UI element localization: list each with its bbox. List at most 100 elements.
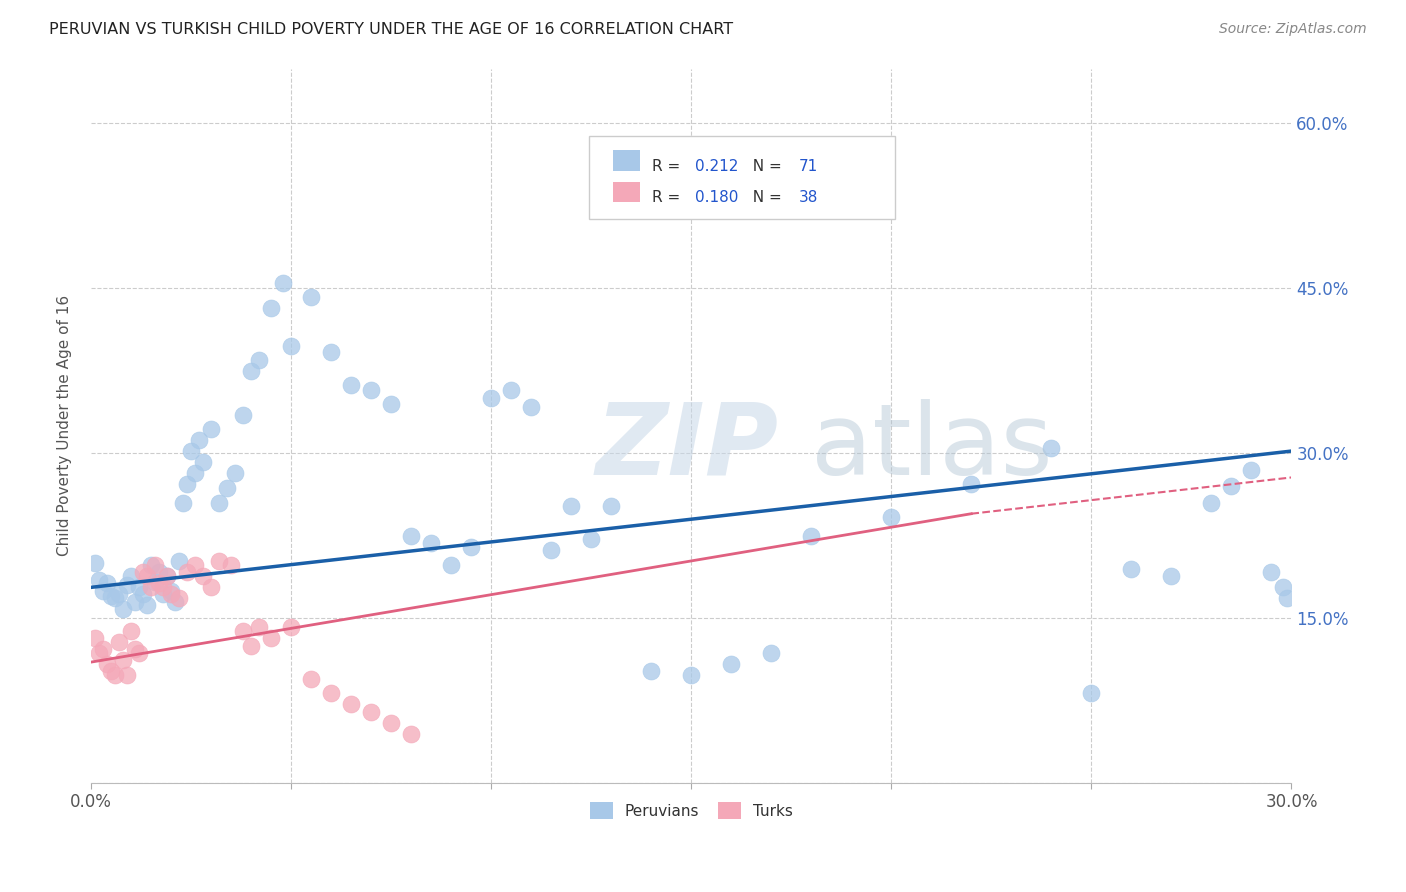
Point <box>96 576 118 591</box>
Point <box>100 589 122 603</box>
Point <box>1277 591 1299 606</box>
Point <box>880 510 903 524</box>
Point <box>579 532 602 546</box>
Point <box>111 602 134 616</box>
Point <box>156 569 179 583</box>
Point <box>960 477 983 491</box>
Point <box>180 444 202 458</box>
Point <box>200 580 222 594</box>
Point <box>156 569 179 583</box>
Point <box>128 646 150 660</box>
Point <box>1160 569 1182 583</box>
Point <box>120 569 142 583</box>
Point <box>163 595 186 609</box>
Point <box>84 631 107 645</box>
Point <box>143 574 166 589</box>
Point <box>501 383 523 397</box>
Point <box>91 583 114 598</box>
Point <box>460 540 482 554</box>
Point <box>87 646 110 660</box>
Text: Source: ZipAtlas.com: Source: ZipAtlas.com <box>1219 22 1367 37</box>
Point <box>91 642 114 657</box>
Legend: Peruvians, Turks: Peruvians, Turks <box>583 796 799 825</box>
FancyBboxPatch shape <box>589 136 896 219</box>
Point <box>184 558 207 573</box>
Point <box>124 642 146 657</box>
Point <box>1220 479 1243 493</box>
Point <box>87 573 110 587</box>
Point <box>100 664 122 678</box>
Point <box>1240 463 1263 477</box>
Point <box>380 715 402 730</box>
Point <box>271 276 294 290</box>
Text: 38: 38 <box>799 190 818 205</box>
Point <box>560 499 582 513</box>
Point <box>139 558 162 573</box>
Point <box>111 653 134 667</box>
Point <box>681 668 703 682</box>
Point <box>340 378 363 392</box>
Point <box>720 657 742 672</box>
Point <box>319 345 342 359</box>
Point <box>148 576 170 591</box>
Point <box>360 705 382 719</box>
Point <box>167 554 190 568</box>
Point <box>208 496 231 510</box>
Point <box>132 587 155 601</box>
Point <box>399 726 422 740</box>
Point <box>104 591 127 606</box>
Bar <box>613 150 640 170</box>
Point <box>299 672 322 686</box>
Point <box>280 620 302 634</box>
Point <box>247 620 270 634</box>
Point <box>139 580 162 594</box>
Point <box>108 635 131 649</box>
Point <box>399 529 422 543</box>
Point <box>1260 565 1282 579</box>
Point <box>360 383 382 397</box>
Point <box>1272 580 1295 594</box>
Point <box>219 558 242 573</box>
Point <box>184 466 207 480</box>
Point <box>420 536 443 550</box>
Point <box>191 569 214 583</box>
Point <box>240 639 263 653</box>
Point <box>1040 441 1063 455</box>
Point <box>761 646 783 660</box>
Text: 0.180: 0.180 <box>695 190 738 205</box>
Point <box>800 529 823 543</box>
Point <box>520 400 543 414</box>
Point <box>115 578 138 592</box>
Point <box>167 591 190 606</box>
Point <box>176 477 198 491</box>
Text: ZIP: ZIP <box>595 399 778 496</box>
Point <box>148 565 170 579</box>
Point <box>115 668 138 682</box>
Point <box>479 392 502 406</box>
Point <box>240 364 263 378</box>
Point <box>280 338 302 352</box>
Point <box>152 587 174 601</box>
Point <box>1080 686 1102 700</box>
Point <box>160 587 183 601</box>
Point <box>84 556 107 570</box>
Text: PERUVIAN VS TURKISH CHILD POVERTY UNDER THE AGE OF 16 CORRELATION CHART: PERUVIAN VS TURKISH CHILD POVERTY UNDER … <box>49 22 734 37</box>
Text: 71: 71 <box>799 160 818 174</box>
Text: atlas: atlas <box>811 399 1053 496</box>
Text: R =: R = <box>651 160 685 174</box>
Text: N =: N = <box>742 160 786 174</box>
Text: 0.212: 0.212 <box>695 160 738 174</box>
Point <box>1201 496 1223 510</box>
Point <box>600 499 623 513</box>
Point <box>143 558 166 573</box>
Point <box>215 482 238 496</box>
Point <box>136 598 159 612</box>
Y-axis label: Child Poverty Under the Age of 16: Child Poverty Under the Age of 16 <box>58 295 72 557</box>
Point <box>104 668 127 682</box>
Point <box>172 496 194 510</box>
Point <box>299 290 322 304</box>
Point <box>232 624 254 639</box>
Point <box>108 587 131 601</box>
Point <box>160 583 183 598</box>
Point <box>208 554 231 568</box>
